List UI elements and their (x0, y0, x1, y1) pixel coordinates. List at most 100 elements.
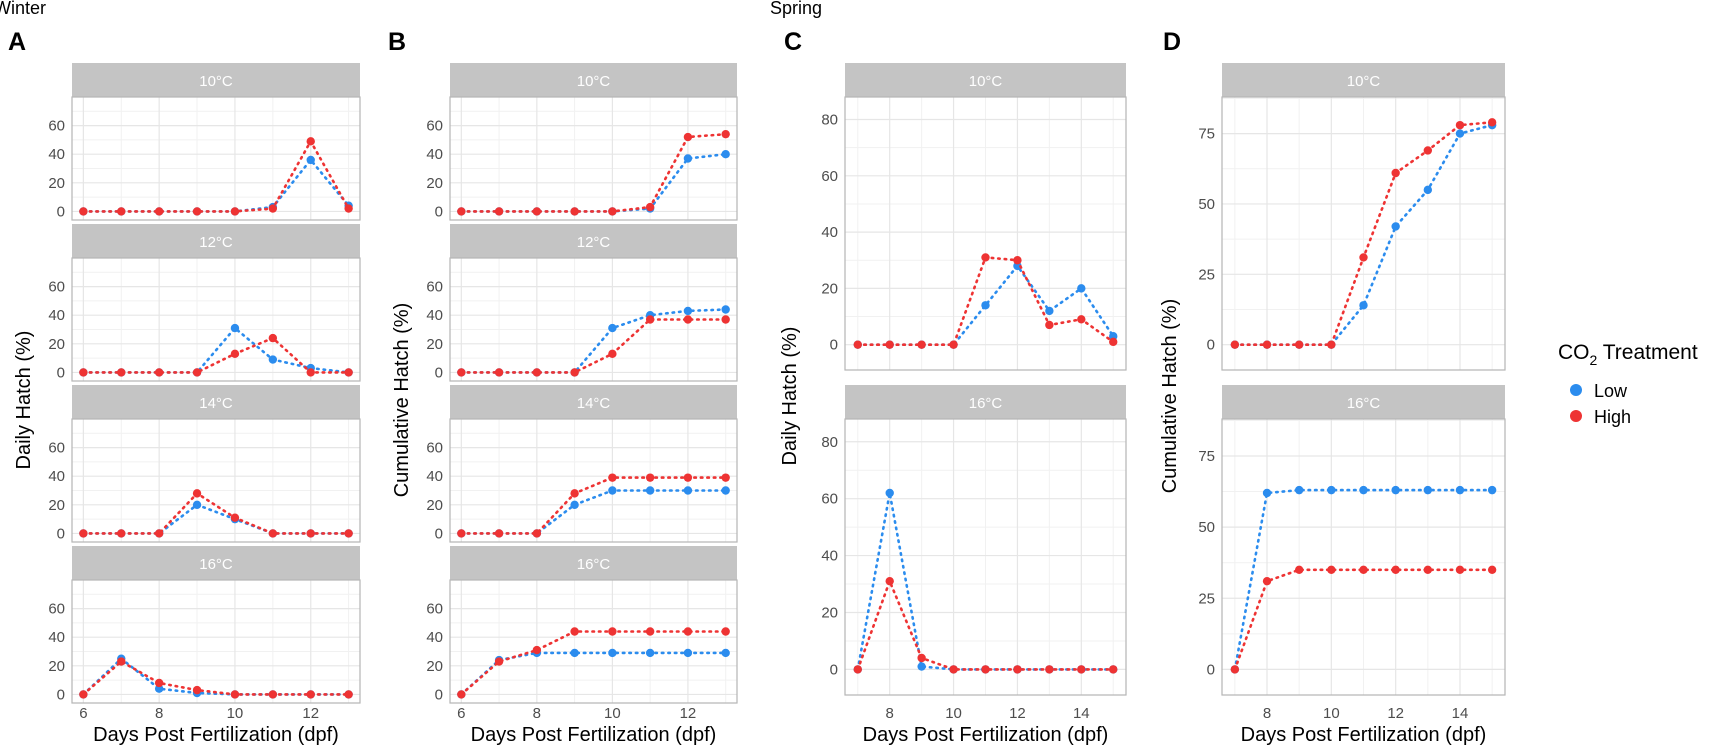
data-point-high (981, 253, 990, 262)
data-point-low (1294, 485, 1304, 495)
y-tick-label: 60 (48, 118, 65, 135)
panel-D: D Cumulative Hatch (%) Days Post Fertiliza… (1159, 28, 1506, 746)
data-point-high (570, 368, 579, 377)
data-point-high (949, 665, 958, 674)
y-axis-label: Daily Hatch (%) (779, 327, 801, 466)
series-line-low (82, 157, 350, 213)
data-point-high (1487, 118, 1497, 127)
facet-12°C: 12°C 0 20 40 60 (48, 224, 361, 382)
x-tick-label: 10 (1323, 705, 1340, 722)
data-point-low (608, 648, 617, 658)
facet-16°C: 16°C 0 20 40 60 6 8 10 12 (426, 546, 738, 722)
facet-16°C: 16°C 0 25 50 75 8 10 12 14 (1198, 385, 1506, 722)
data-point-high (457, 529, 466, 538)
data-point-high (981, 665, 990, 674)
data-point-low (1455, 129, 1465, 138)
data-point-high (154, 529, 164, 538)
data-point-high (306, 137, 315, 146)
data-point-low (645, 486, 655, 495)
y-tick-label: 75 (1198, 448, 1215, 465)
data-point-high (457, 368, 466, 377)
data-point-high (645, 202, 655, 212)
data-point-high (683, 315, 693, 324)
data-point-high (1455, 120, 1465, 130)
data-point-high (268, 333, 278, 343)
data-point-high (1045, 320, 1054, 330)
x-tick-label: 12 (302, 705, 319, 722)
y-tick-label: 40 (48, 629, 65, 646)
data-point-high (192, 685, 202, 695)
data-point-high (608, 349, 617, 359)
data-point-high (268, 690, 278, 699)
x-tick-label: 12 (1387, 705, 1404, 722)
y-tick-label: 25 (1198, 266, 1215, 283)
facet-strip-label: 16°C (199, 556, 233, 573)
y-tick-label: 0 (435, 203, 443, 220)
facet-10°C: 10°C 0 20 40 60 (426, 63, 738, 221)
data-point-high (268, 204, 278, 213)
panel-letter: A (8, 28, 26, 56)
data-point-high (192, 368, 202, 377)
y-tick-label: 20 (426, 658, 443, 675)
y-tick-label: 50 (1198, 519, 1215, 536)
data-point-low (1077, 284, 1086, 293)
data-point-low (1045, 306, 1054, 316)
facet-12°C: 12°C 0 20 40 60 (426, 224, 738, 382)
y-tick-label: 0 (57, 203, 65, 220)
facet-strip (450, 63, 737, 97)
data-point-high (645, 315, 655, 324)
data-point-high (1327, 565, 1336, 575)
data-point-high (1109, 665, 1118, 674)
y-tick-label: 60 (48, 279, 65, 296)
data-point-high (1391, 565, 1400, 575)
data-point-high (683, 132, 693, 142)
facet-strip (450, 546, 737, 580)
facet-16°C: 16°C 0 20 40 60 6 8 10 12 (48, 546, 361, 722)
panel-border (71, 418, 361, 543)
y-tick-label: 40 (426, 146, 443, 163)
data-point-low (683, 486, 693, 495)
y-tick-label: 50 (1198, 196, 1215, 213)
data-point-high (306, 529, 315, 538)
y-tick-label: 60 (821, 168, 838, 185)
panel-letter: D (1163, 28, 1181, 56)
data-point-high (230, 513, 240, 522)
y-tick-label: 40 (426, 307, 443, 324)
x-axis-label: Days Post Fertilization (dpf) (1241, 724, 1487, 746)
panel-letter: C (784, 28, 802, 56)
legend-title-subscript: 2 (1590, 352, 1598, 368)
data-point-high (230, 690, 240, 699)
data-point-high (1423, 146, 1433, 155)
y-tick-label: 20 (426, 497, 443, 514)
data-point-high (154, 207, 164, 216)
panel-B: B Cumulative Hatch (%) Days Post Fertiliza… (388, 28, 738, 746)
y-tick-label: 0 (57, 525, 65, 542)
y-tick-label: 0 (435, 364, 443, 381)
data-point-low (721, 150, 730, 159)
facet-strip (72, 224, 360, 258)
data-point-high (268, 529, 278, 538)
data-point-high (192, 489, 202, 498)
data-point-high (117, 657, 126, 666)
data-point-high (344, 204, 353, 213)
facet-14°C: 14°C 0 20 40 60 (426, 385, 738, 543)
data-point-low (981, 301, 990, 310)
panel-letter: B (388, 28, 406, 56)
facet-strip (1222, 385, 1505, 419)
data-point-low (721, 305, 730, 314)
y-tick-label: 60 (821, 491, 838, 508)
data-point-high (721, 473, 730, 482)
panel-border (449, 418, 738, 543)
y-tick-label: 0 (435, 525, 443, 542)
data-point-high (1230, 340, 1240, 349)
data-point-high (570, 207, 579, 216)
data-point-low (570, 648, 579, 658)
data-point-low (1423, 485, 1433, 495)
data-point-high (1045, 665, 1054, 674)
data-point-high (570, 489, 579, 498)
y-axis-label: Cumulative Hatch (%) (1159, 299, 1181, 494)
series-line-high (459, 476, 728, 535)
data-point-high (154, 368, 164, 377)
x-axis-label: Days Post Fertilization (dpf) (471, 724, 717, 746)
data-point-high (917, 340, 926, 349)
